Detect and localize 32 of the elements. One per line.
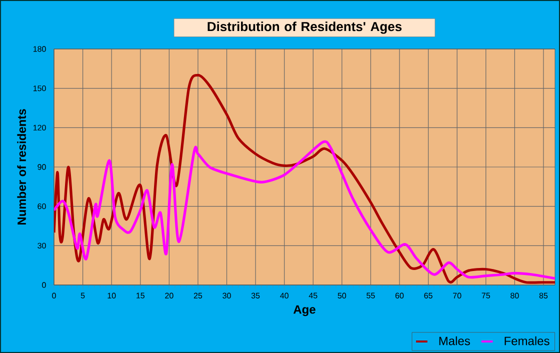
y-tick-label: 30 xyxy=(38,242,46,248)
y-tick-label: 120 xyxy=(33,124,46,130)
x-tick-label: 35 xyxy=(251,292,260,298)
y-tick-label: 180 xyxy=(33,46,46,52)
x-tick-label: 5 xyxy=(80,292,85,298)
x-axis-title: Age xyxy=(293,305,316,316)
y-tick-label: 0 xyxy=(42,282,46,288)
x-tick-label: 10 xyxy=(108,292,116,298)
x-tick-label: 15 xyxy=(136,292,144,298)
x-tick-label: 20 xyxy=(165,292,174,298)
x-tick-label: 60 xyxy=(395,292,404,298)
y-axis-title: Number of residents xyxy=(17,109,26,225)
x-tick-label: 30 xyxy=(222,292,231,298)
x-tick-label: 80 xyxy=(510,292,519,298)
y-tick-label: 90 xyxy=(38,164,46,170)
x-tick-label: 50 xyxy=(338,292,346,298)
legend-label: Males xyxy=(439,336,470,346)
y-tick-label: 150 xyxy=(33,85,46,92)
x-tick-label: 55 xyxy=(366,292,375,298)
x-tick-label: 70 xyxy=(453,292,462,298)
legend-label: Females xyxy=(504,336,550,346)
x-tick-label: 65 xyxy=(424,292,432,298)
x-tick-label: 0 xyxy=(52,292,56,298)
line-series xyxy=(54,140,555,280)
x-tick-label: 40 xyxy=(280,292,288,298)
line-series xyxy=(54,74,555,284)
x-tick-label: 25 xyxy=(194,292,202,298)
x-tick-label: 45 xyxy=(308,292,318,298)
x-tick-label: 75 xyxy=(482,292,490,298)
y-tick-label: 60 xyxy=(38,203,46,210)
x-tick-label: 85 xyxy=(539,292,548,298)
chart-title: Distribution of Residents' Ages xyxy=(208,22,402,34)
